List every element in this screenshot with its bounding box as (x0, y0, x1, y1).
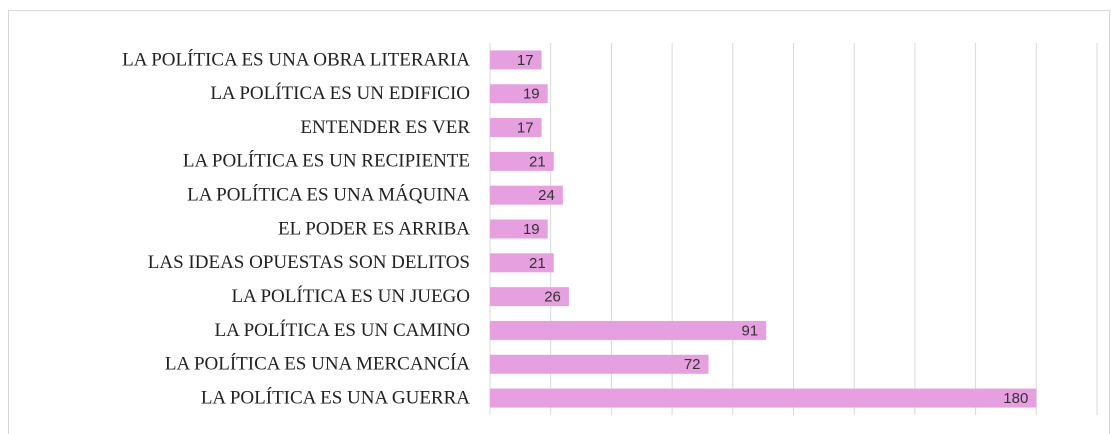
bar (490, 151, 554, 171)
y-tick-label: ENTENDER ES VER (300, 117, 470, 138)
bar (490, 118, 542, 138)
y-tick-label: LA POLÍTICA ES UN JUEGO (231, 285, 470, 307)
data-label: 19 (523, 86, 540, 103)
y-tick-label: LA POLÍTICA ES UN RECIPIENTE (183, 150, 470, 172)
y-tick-label: LA POLÍTICA ES UNA GUERRA (201, 386, 470, 408)
y-tick-label: LAS IDEAS OPUESTAS SON DELITOS (148, 252, 470, 273)
bar (490, 320, 767, 340)
data-label: 91 (741, 322, 758, 339)
y-tick-label: LA POLÍTICA ES UN EDIFICIO (210, 82, 470, 104)
y-tick-label: LA POLÍTICA ES UNA OBRA LITERARIA (122, 48, 470, 70)
y-tick-label: LA POLÍTICA ES UN CAMINO (215, 319, 470, 341)
bar (490, 287, 569, 307)
bar (490, 84, 548, 104)
bar (490, 185, 563, 205)
bar (490, 388, 1037, 408)
bar (490, 354, 709, 374)
y-tick-label: EL PODER ES ARRIBA (278, 218, 470, 239)
bar (490, 253, 554, 273)
data-label: 17 (517, 120, 534, 137)
y-tick-label: LA POLÍTICA ES UNA MÁQUINA (187, 184, 470, 206)
data-label: 72 (684, 356, 701, 373)
data-label: 21 (529, 255, 546, 272)
data-label: 17 (517, 52, 534, 69)
data-label: 180 (1003, 390, 1028, 407)
data-label: 19 (523, 221, 540, 238)
data-label: 24 (538, 187, 555, 204)
data-label: 26 (544, 289, 561, 306)
bar (490, 50, 542, 70)
data-label: 21 (529, 153, 546, 170)
bar (490, 219, 548, 239)
y-tick-label: LA POLÍTICA ES UNA MERCANCÍA (165, 353, 470, 375)
